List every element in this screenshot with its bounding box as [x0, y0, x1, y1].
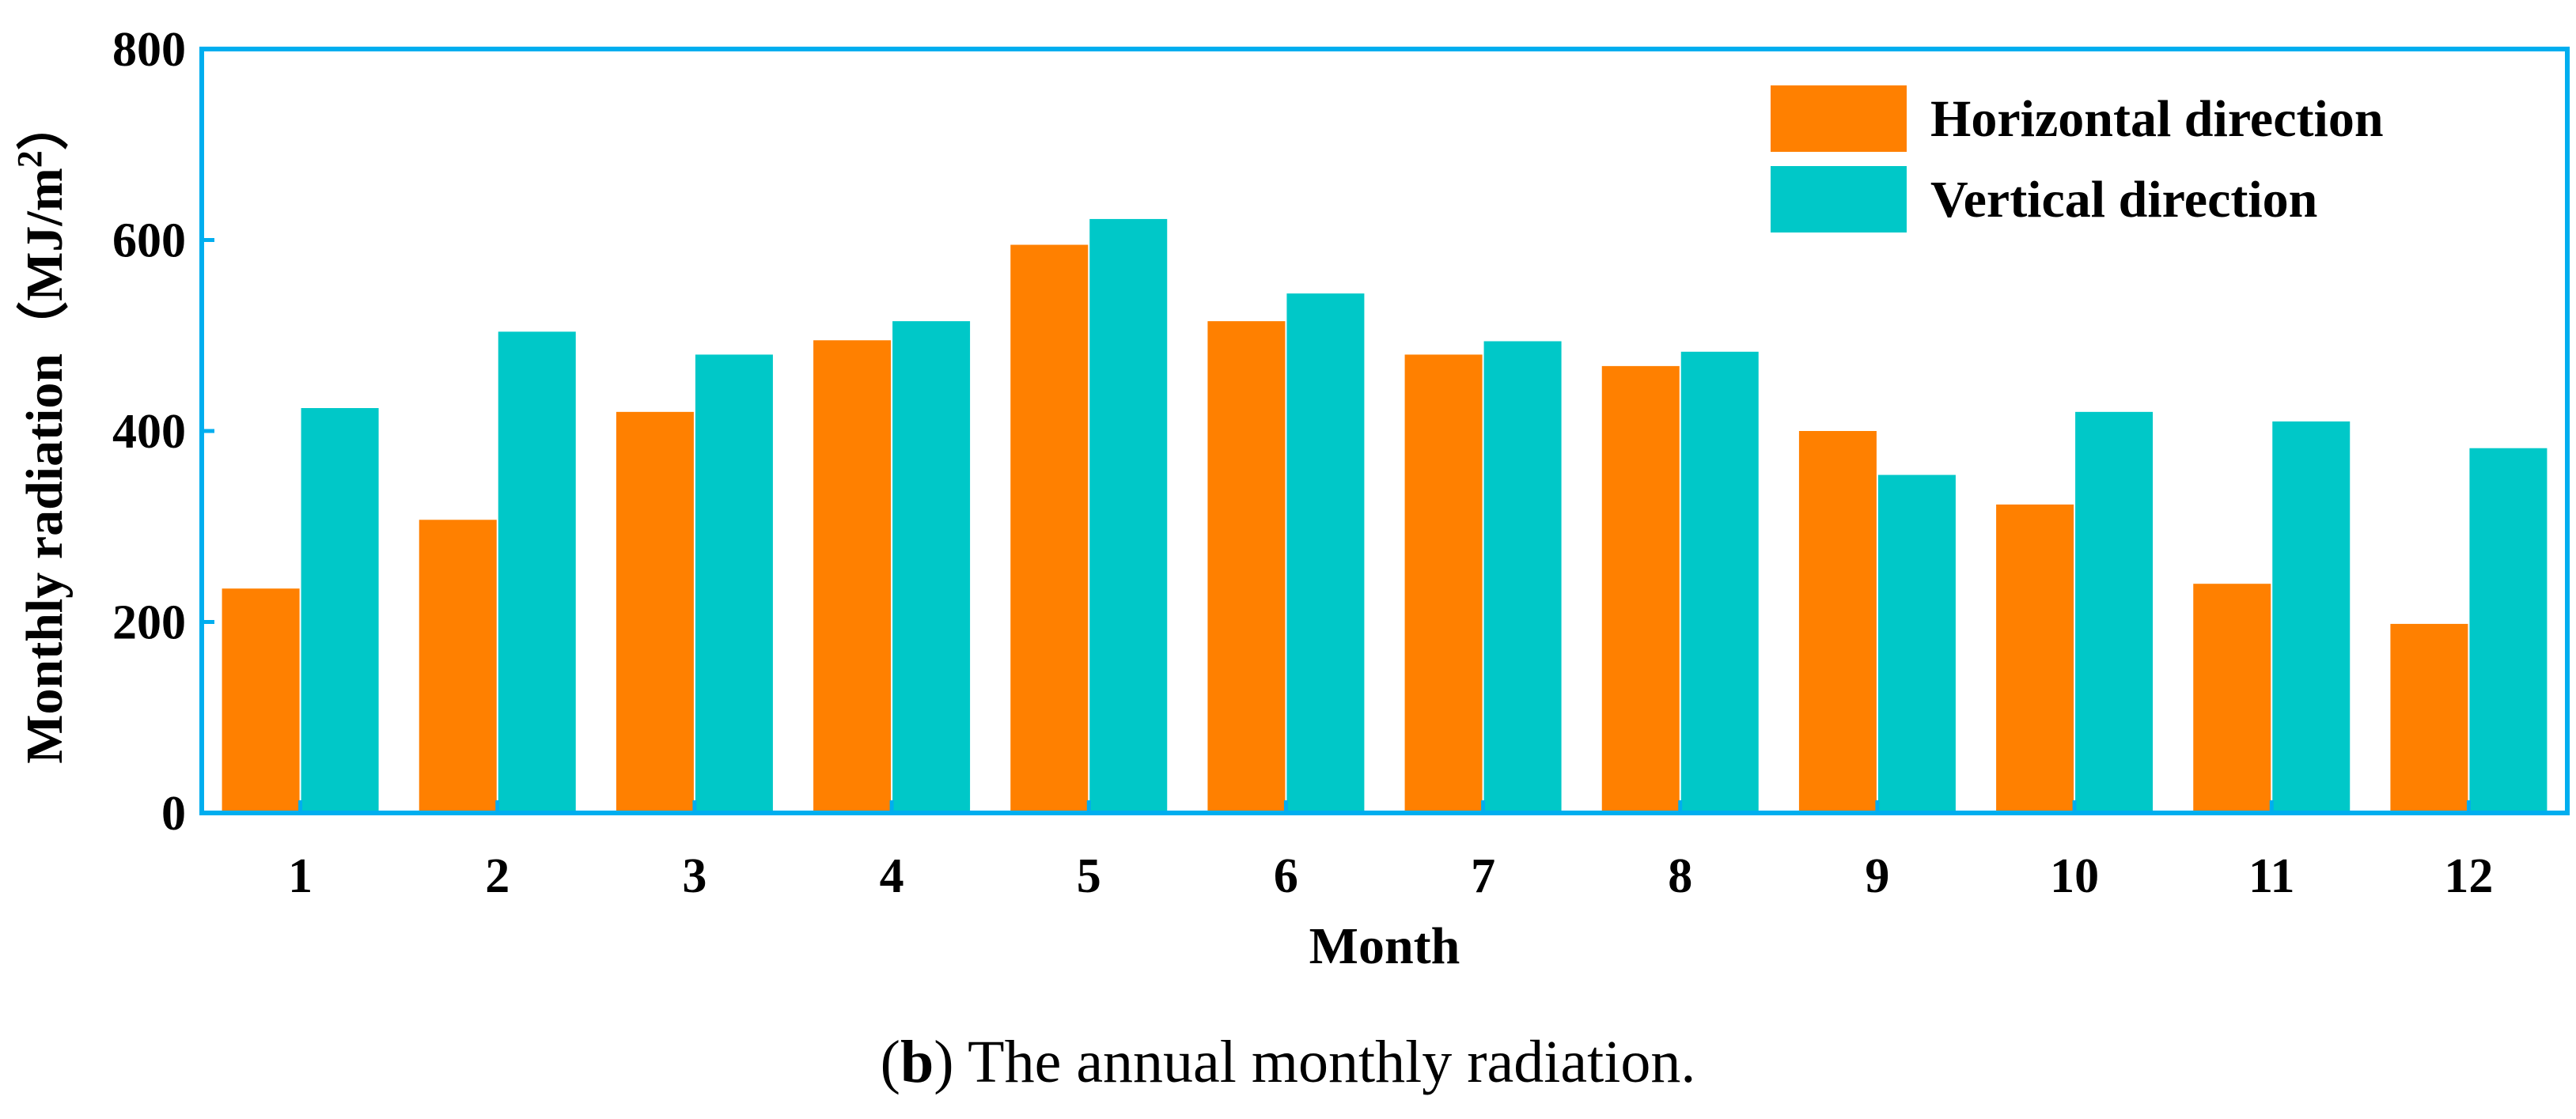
x-tick-label: 11 [2248, 849, 2295, 903]
x-tick-label: 9 [1865, 849, 1889, 903]
y-axis-title: Monthly radiation（MJ/m2） [10, 98, 74, 764]
bar-horizontal-month-7 [1404, 354, 1483, 813]
bar-vertical-month-7 [1483, 341, 1562, 813]
bar-horizontal-month-10 [1996, 504, 2074, 813]
figure-caption: (b) The annual monthly radiation. [0, 1028, 2576, 1097]
bar-horizontal-month-5 [1010, 244, 1089, 814]
bar-vertical-month-6 [1286, 293, 1365, 813]
x-tick-label: 7 [1471, 849, 1495, 903]
x-tick-label: 10 [2050, 849, 2099, 903]
bar-vertical-month-1 [301, 408, 379, 813]
bar-horizontal-month-1 [222, 588, 300, 813]
x-tick-label: 4 [880, 849, 904, 903]
x-tick-label: 6 [1274, 849, 1298, 903]
x-axis-title: Month [1309, 917, 1460, 975]
y-axis: 0 200 400 600 800 [112, 23, 214, 841]
caption-label: b [900, 1029, 934, 1095]
bar-vertical-month-2 [498, 331, 576, 813]
x-tick-label: 8 [1668, 849, 1692, 903]
caption-text: The annual monthly radiation. [953, 1029, 1696, 1095]
bar-horizontal-month-4 [813, 340, 892, 814]
legend-label-horizontal: Horizontal direction [1930, 90, 2384, 148]
caption-open-paren: ( [880, 1029, 900, 1095]
legend: Horizontal direction Vertical direction [1771, 85, 2384, 232]
x-tick-label: 2 [485, 849, 510, 903]
y-tick-label: 600 [112, 214, 186, 268]
bar-vertical-month-5 [1089, 218, 1168, 813]
y-axis-title-close: ） [15, 98, 74, 150]
bar-vertical-month-12 [2469, 448, 2548, 813]
y-axis-title-main: Monthly radiation（MJ/m [15, 168, 74, 764]
y-tick-label: 0 [161, 787, 186, 841]
bar-vertical-month-9 [1877, 474, 1956, 813]
bar-horizontal-month-3 [616, 411, 694, 813]
x-axis: 1 2 3 4 5 6 7 8 9 10 11 12 [288, 800, 2493, 903]
bar-vertical-month-4 [892, 321, 971, 813]
legend-swatch-horizontal [1771, 85, 1907, 152]
legend-swatch-vertical [1771, 166, 1907, 232]
bar-horizontal-month-2 [419, 520, 497, 813]
bar-horizontal-month-8 [1601, 365, 1680, 813]
bar-vertical-month-11 [2272, 421, 2351, 813]
x-tick-label: 5 [1077, 849, 1101, 903]
bar-vertical-month-3 [695, 354, 773, 813]
y-tick-label: 800 [112, 23, 186, 77]
x-tick-label: 1 [288, 849, 313, 903]
bar-horizontal-month-9 [1798, 431, 1877, 813]
x-tick-label: 3 [682, 849, 707, 903]
x-tick-label: 12 [2444, 849, 2493, 903]
bar-vertical-month-10 [2075, 411, 2154, 813]
caption-close-paren: ) [934, 1029, 954, 1095]
bar-horizontal-month-11 [2193, 584, 2271, 813]
y-axis-title-superscript: 2 [10, 150, 49, 168]
bar-vertical-month-8 [1680, 351, 1759, 814]
y-tick-label: 400 [112, 405, 186, 459]
bars-group [222, 218, 2548, 814]
bar-horizontal-month-6 [1207, 321, 1286, 813]
y-tick-label: 200 [112, 596, 186, 650]
bar-horizontal-month-12 [2390, 623, 2468, 813]
legend-label-vertical: Vertical direction [1930, 171, 2317, 229]
